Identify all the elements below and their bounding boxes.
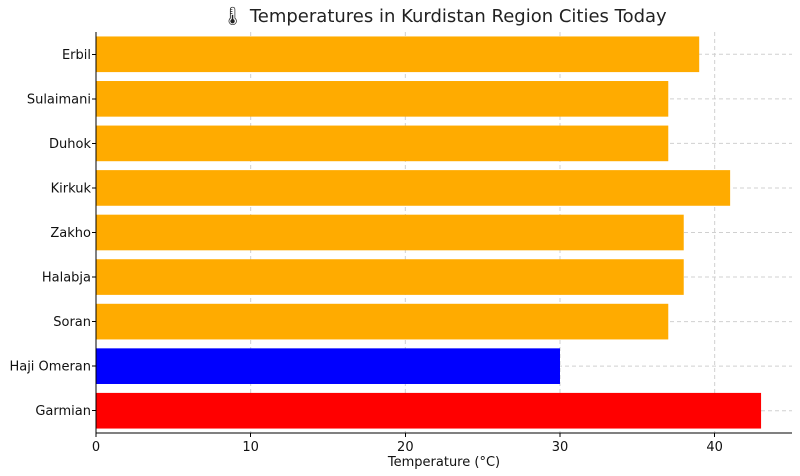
bar-erbil [96, 36, 700, 73]
y-tick-labels: Erbil Sulaimani Duhok Kirkuk Zakho Halabja Sor… [9, 48, 96, 419]
bar-kirkuk [96, 170, 731, 206]
y-tick-label: Sulaimani [27, 92, 91, 107]
y-tick-label: Garmian [35, 404, 91, 419]
y-tick-label: Haji Omeran [9, 360, 91, 375]
bar-halabja [96, 259, 684, 295]
y-tick-label: Zakho [50, 226, 91, 241]
y-tick-label: Halabja [42, 271, 91, 286]
y-tick-label: Erbil [62, 48, 91, 63]
x-tick-label: 0 [92, 440, 100, 455]
x-tick-label: 10 [242, 440, 259, 455]
bar-soran [96, 303, 669, 340]
chart-title: 🌡 Temperatures in Kurdistan Region Citie… [221, 6, 667, 27]
y-tick-label: Duhok [49, 137, 91, 152]
x-axis-label: Temperature (°C) [387, 455, 500, 470]
bar-duhok [96, 125, 669, 162]
bar-garmian [96, 392, 762, 429]
y-tick-label: Soran [53, 315, 91, 330]
bar-zakho [96, 214, 684, 251]
bar-sulaimani [96, 81, 669, 117]
x-tick-label: 20 [397, 440, 414, 455]
x-tick-label: 30 [552, 440, 569, 455]
bar-haji-omeran [96, 348, 560, 384]
bars [96, 36, 762, 429]
x-tick-label: 40 [706, 440, 723, 455]
x-tick-labels: 0 10 20 30 40 [92, 433, 723, 455]
y-tick-label: Kirkuk [51, 181, 92, 196]
